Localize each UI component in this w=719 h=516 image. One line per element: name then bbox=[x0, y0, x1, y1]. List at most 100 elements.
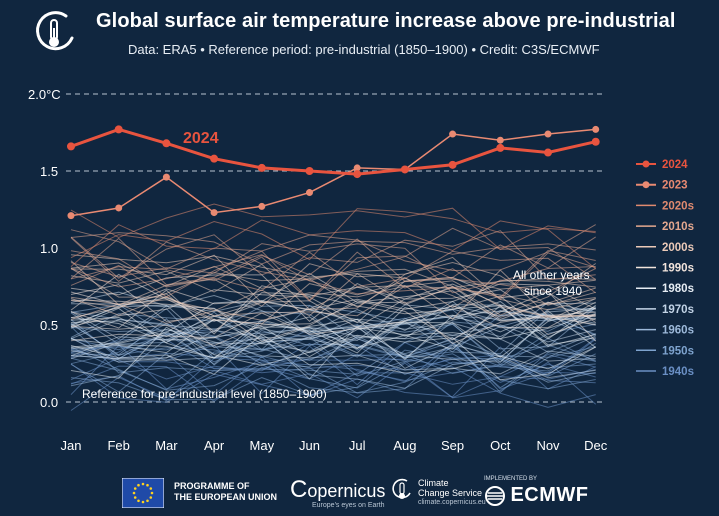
eu-star bbox=[146, 499, 149, 503]
thermometer-globe-icon bbox=[36, 11, 74, 51]
background-year-line bbox=[70, 342, 596, 394]
y-tick-label: 1.5 bbox=[40, 164, 58, 179]
chart-title: Global surface air temperature increase … bbox=[96, 10, 676, 32]
series-point-2024 bbox=[496, 143, 505, 152]
y-tick-labels: 2.0°C 1.5 1.0 0.5 0.0 bbox=[28, 87, 61, 410]
background-year-line bbox=[70, 337, 596, 389]
x-tick-label: Aug bbox=[393, 438, 416, 453]
y-tick-label: 0.0 bbox=[40, 395, 58, 410]
series-point-2023 bbox=[449, 130, 457, 138]
series-point-2024 bbox=[114, 125, 123, 134]
series-point-2023 bbox=[592, 125, 600, 133]
background-year-line bbox=[70, 326, 596, 368]
ecmwf-wordmark: ECMWF bbox=[510, 484, 589, 506]
background-year-line bbox=[70, 313, 596, 359]
legend-label: 2024 bbox=[662, 159, 688, 171]
series-point-2024 bbox=[400, 165, 409, 174]
background-year-lines bbox=[70, 203, 597, 411]
series-point-2024 bbox=[257, 163, 266, 172]
series-point-2024 bbox=[67, 142, 75, 151]
legend-label: 1970s bbox=[662, 304, 694, 316]
background-year-line bbox=[70, 328, 596, 375]
eu-star bbox=[137, 483, 140, 487]
legend-label: 1940s bbox=[662, 366, 694, 378]
background-year-line bbox=[70, 249, 596, 298]
eu-programme-line1: PROGRAMME OF bbox=[174, 481, 250, 491]
background-year-line bbox=[70, 349, 596, 401]
legend-marker bbox=[642, 160, 650, 168]
legend-label: 1980s bbox=[662, 283, 694, 295]
series-point-2024 bbox=[353, 170, 362, 179]
x-tick-label: Sep bbox=[441, 438, 464, 453]
c3s-line2: Change Service bbox=[418, 488, 483, 498]
legend-label: 2010s bbox=[662, 221, 694, 233]
eu-star bbox=[141, 482, 145, 486]
c3s-thermometer-icon bbox=[392, 478, 411, 499]
footer: PROGRAMME OF THE EUROPEAN UNION Copernic… bbox=[0, 468, 719, 516]
legend-label: 1990s bbox=[662, 263, 694, 275]
series-point-2024 bbox=[162, 139, 171, 148]
background-year-line bbox=[70, 333, 596, 375]
background-year-line bbox=[70, 301, 596, 342]
background-year-line bbox=[70, 306, 597, 359]
copernicus-logo: Copernicus Europe's eyes on Earth bbox=[290, 476, 386, 509]
series-point-2023 bbox=[162, 173, 170, 181]
legend: 2024 2023 2020s 2010s 2000s 1990s 1980s 1970s 19… bbox=[636, 159, 694, 378]
background-year-line bbox=[70, 306, 596, 359]
background-year-line bbox=[70, 269, 596, 321]
x-tick-label: Apr bbox=[204, 438, 225, 453]
line-chart: 2.0°C 1.5 1.0 0.5 0.0 Jan Feb Mar Apr May Jun Jul A… bbox=[28, 87, 694, 453]
legend-label: 2020s bbox=[662, 200, 694, 212]
background-year-line bbox=[70, 230, 596, 281]
background-year-line bbox=[70, 283, 596, 322]
x-tick-label: Mar bbox=[155, 438, 178, 453]
eu-star bbox=[132, 491, 136, 495]
series-point-2023 bbox=[210, 209, 218, 217]
series-point-2023 bbox=[544, 130, 552, 138]
background-year-line bbox=[70, 323, 596, 375]
background-year-line bbox=[70, 285, 596, 335]
ecmwf-logo: ECMWF bbox=[484, 484, 589, 507]
x-tick-label: Jan bbox=[61, 438, 82, 453]
background-year-line bbox=[70, 267, 596, 318]
background-year-line bbox=[70, 250, 596, 301]
eu-programme-line2: THE EUROPEAN UNION bbox=[174, 492, 278, 502]
series-point-2023 bbox=[67, 212, 75, 220]
series-line-2023 bbox=[70, 128, 596, 217]
x-tick-label: Jul bbox=[349, 438, 366, 453]
background-year-line bbox=[70, 208, 596, 261]
background-year-line bbox=[70, 256, 596, 311]
eu-star bbox=[149, 496, 153, 499]
series-point-2023 bbox=[496, 136, 504, 144]
series-2024-annotation: 2024 bbox=[183, 130, 219, 147]
chart-subtitle: Data: ERA5 • Reference period: pre-indus… bbox=[128, 42, 600, 57]
background-year-line bbox=[70, 224, 596, 272]
x-tick-label: Dec bbox=[584, 438, 608, 453]
ecmwf-globe-icon bbox=[485, 485, 505, 506]
implemented-by-label: IMPLEMENTED BY bbox=[484, 476, 538, 482]
background-year-line bbox=[70, 250, 596, 294]
legend-marker bbox=[642, 181, 650, 189]
x-tick-label: Oct bbox=[490, 438, 511, 453]
background-year-line bbox=[70, 314, 596, 363]
x-tick-label: Feb bbox=[107, 438, 129, 453]
legend-label: 2023 bbox=[662, 180, 688, 192]
background-year-line bbox=[70, 232, 596, 265]
background-year-line bbox=[70, 325, 596, 380]
series-point-2023 bbox=[115, 204, 123, 212]
other-years-label: All other years since 1940 bbox=[513, 268, 593, 298]
background-year-line bbox=[70, 307, 596, 340]
series-point-2024 bbox=[591, 137, 600, 146]
eu-star bbox=[150, 491, 154, 495]
series-point-2023 bbox=[353, 164, 361, 172]
background-year-line bbox=[70, 203, 596, 251]
background-year-line bbox=[70, 236, 596, 286]
series-point-2024 bbox=[305, 167, 314, 175]
y-tick-label: 2.0°C bbox=[28, 87, 61, 102]
eu-flag-icon bbox=[122, 478, 164, 508]
x-tick-label: Nov bbox=[536, 438, 560, 453]
background-year-line bbox=[70, 243, 596, 294]
copernicus-tagline: Europe's eyes on Earth bbox=[312, 502, 385, 509]
background-year-line bbox=[70, 363, 596, 403]
c3s-url: climate.copernicus.eu bbox=[418, 499, 486, 506]
